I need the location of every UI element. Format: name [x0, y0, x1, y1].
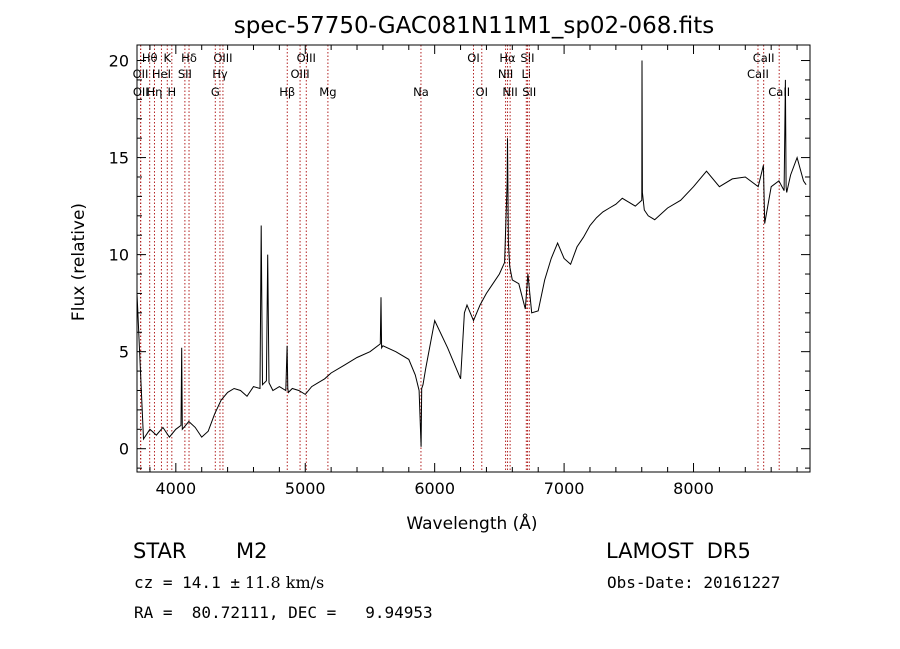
y-tick-label: 10: [109, 246, 129, 265]
survey-label: LAMOST DR5: [606, 539, 751, 563]
x-tick-label: 5000: [285, 479, 326, 498]
line-marker-label-24: OI: [476, 85, 488, 99]
line-marker-label-10: HeI: [152, 67, 171, 81]
line-marker-label-4: OIII: [297, 51, 316, 65]
object-subclass: M2: [236, 539, 268, 563]
x-tick-label: 7000: [544, 479, 585, 498]
x-axis: 4000 5000 6000 7000 8000: [149, 45, 798, 498]
line-marker-label-20: G: [211, 85, 220, 99]
line-marker-label-18: Hη: [147, 85, 163, 99]
line-marker-label-23: Na: [413, 85, 429, 99]
y-tick-label: 15: [109, 149, 129, 168]
cz-plus-minus: ±: [230, 573, 240, 592]
cz-error: 11.8 km/s: [239, 573, 325, 592]
coordinates: RA = 80.72111, DEC = 9.94953: [134, 603, 433, 622]
line-marker-label-27: CaII: [768, 85, 790, 99]
line-marker-label-12: Hγ: [212, 67, 228, 81]
y-tick-label: 20: [109, 52, 129, 71]
y-axis: 0 5 10 15 20: [109, 52, 810, 469]
line-marker-label-13: OIII: [290, 67, 309, 81]
y-tick-label: 5: [119, 343, 129, 362]
line-marker-label-15: Li: [521, 67, 531, 81]
x-tick-label: 4000: [155, 479, 196, 498]
line-marker-label-14: NII: [498, 67, 513, 81]
line-marker-label-2: Hδ: [181, 51, 197, 65]
x-axis-label: Wavelength (Å): [406, 512, 537, 534]
x-tick-label: 6000: [414, 479, 455, 498]
cz-value: cz = 14.1: [134, 573, 231, 592]
line-marker-label-26: SII: [522, 85, 536, 99]
object-class: STAR: [133, 539, 187, 563]
y-axis-label: Flux (relative): [69, 203, 89, 321]
line-marker-label-0: Hθ: [142, 51, 158, 65]
line-marker-label-8: CaII: [753, 51, 775, 65]
line-marker-label-11: SII: [178, 67, 192, 81]
line-marker-label-1: K: [164, 51, 172, 65]
redshift-velocity: cz = 14.1 ± 11.8 km/s: [134, 573, 324, 592]
line-marker-label-21: Hβ: [279, 85, 295, 99]
line-marker-label-16: CaII: [747, 67, 769, 81]
spectrum-line: [136, 60, 807, 447]
line-marker-label-19: H: [167, 85, 176, 99]
line-marker-label-25: NII: [502, 85, 517, 99]
spectrum-chart: spec-57750-GAC081N11M1_sp02-068.fits Hθ K…: [69, 13, 811, 534]
line-marker-label-5: OI: [467, 51, 479, 65]
line-marker-label-3: OIII: [213, 51, 232, 65]
plot-frame: [136, 44, 811, 473]
line-marker-label-22: Mg: [319, 85, 336, 99]
x-tick-label: 8000: [673, 479, 714, 498]
chart-title: spec-57750-GAC081N11M1_sp02-068.fits: [234, 13, 714, 39]
line-marker-label-7: SII: [520, 51, 534, 65]
line-marker-label-6: Hα: [499, 51, 516, 65]
y-tick-label: 0: [119, 440, 129, 459]
observation-date: Obs-Date: 20161227: [607, 573, 781, 592]
